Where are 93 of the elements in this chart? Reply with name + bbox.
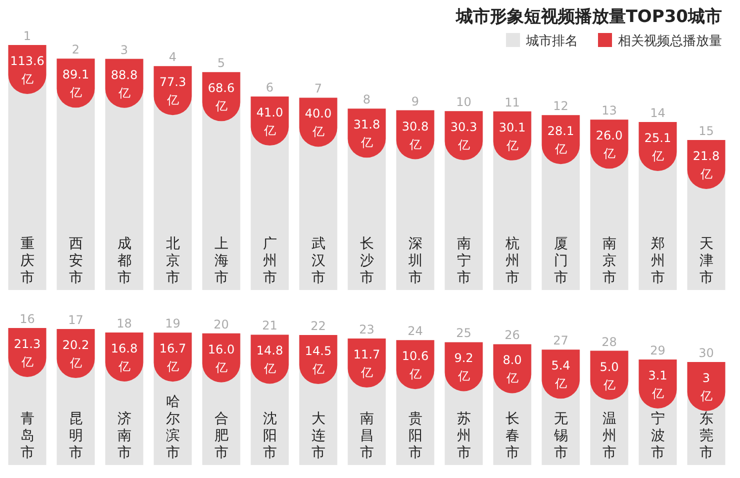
data-label: 16.8亿	[110, 341, 138, 374]
data-label: 77.3亿	[159, 75, 186, 108]
data-label: 14	[650, 106, 666, 120]
category-label: 苏州市	[456, 411, 471, 461]
data-label: 16.0亿	[208, 342, 235, 374]
data-label: 9.2亿	[454, 351, 474, 384]
data-label: 40.0亿	[304, 106, 332, 139]
data-label: 26.0亿	[596, 128, 623, 161]
data-label: 21.8亿	[692, 149, 720, 181]
data-label: 68.6亿	[208, 81, 235, 114]
category-label: 沈阳市	[262, 411, 277, 461]
data-label: 1	[23, 29, 32, 43]
data-label: 28	[602, 334, 617, 349]
category-label: 西安市	[68, 236, 83, 286]
data-label: 8.0亿	[502, 353, 522, 386]
category-label: 无锡市	[552, 411, 568, 461]
legend-label: 相关视频总播放量	[618, 34, 722, 49]
data-label: 24	[408, 324, 423, 338]
data-label: 10	[456, 95, 472, 110]
data-label: 8	[362, 92, 371, 107]
category-label: 昆明市	[68, 411, 83, 461]
data-label: 30.8亿	[402, 119, 429, 152]
data-label: 18	[116, 316, 132, 330]
category-label: 长春市	[505, 411, 520, 461]
category-label: 济南市	[117, 411, 132, 461]
data-label: 13	[602, 104, 617, 118]
data-label: 22	[310, 319, 326, 334]
category-label: 郑州市	[650, 236, 665, 286]
data-label: 25.1亿	[644, 130, 672, 163]
data-label: 28.1亿	[547, 124, 574, 156]
data-label: 30.1亿	[498, 120, 526, 152]
category-label: 上海市	[214, 236, 228, 286]
data-label: 31.8亿	[353, 118, 380, 150]
data-label: 10.6亿	[402, 349, 429, 382]
data-label: 9	[411, 94, 420, 108]
data-label: 3	[120, 42, 128, 57]
data-label: 26	[504, 328, 520, 342]
category-label: 南宁市	[456, 236, 471, 286]
data-label: 113.6亿	[10, 54, 44, 86]
data-label: 14.8亿	[256, 344, 284, 376]
data-label: 20	[214, 317, 229, 332]
data-label: 20.2亿	[62, 338, 90, 370]
data-label: 4	[168, 50, 177, 64]
data-label: 11	[504, 95, 520, 110]
category-label: 天津市	[699, 236, 714, 286]
category-label: 东莞市	[699, 411, 714, 461]
data-label: 11.7亿	[353, 348, 380, 380]
category-label: 厦门市	[554, 236, 568, 286]
data-label: 41.0亿	[256, 106, 284, 138]
category-label: 宁波市	[650, 411, 665, 461]
data-label: 6	[266, 80, 274, 95]
category-label: 贵阳市	[408, 411, 422, 461]
data-label: 3.1亿	[648, 368, 668, 400]
category-label: 重庆市	[20, 236, 34, 286]
data-label: 25	[456, 326, 472, 340]
category-label: 杭州市	[504, 236, 520, 286]
category-label: 温州市	[602, 411, 616, 461]
data-label: 21.3亿	[14, 337, 41, 369]
category-label: 武汉市	[311, 236, 326, 286]
data-label: 17	[68, 313, 84, 328]
category-label: 哈尔滨市	[166, 394, 180, 461]
data-label: 30	[698, 346, 714, 360]
data-label: 21	[262, 318, 278, 333]
legend-label: 城市排名	[525, 34, 578, 49]
data-label: 5	[217, 56, 226, 70]
category-label: 北京市	[166, 236, 180, 286]
data-label: 23	[359, 322, 374, 337]
data-label: 19	[165, 316, 180, 331]
category-label: 合肥市	[214, 411, 228, 461]
data-label: 89.1亿	[62, 68, 90, 100]
category-label: 青岛市	[20, 411, 34, 461]
data-label: 3亿	[699, 371, 712, 403]
data-label: 27	[553, 334, 568, 348]
data-label: 7	[314, 82, 322, 96]
data-label: 2	[72, 42, 80, 57]
category-label: 广州市	[262, 236, 277, 286]
data-label: 12	[553, 99, 568, 114]
data-label: 30.3亿	[450, 120, 478, 152]
category-label: 深圳市	[407, 236, 422, 286]
category-label: 成都市	[117, 236, 132, 286]
data-label: 5.0亿	[600, 360, 619, 392]
category-label: 长沙市	[360, 236, 374, 286]
data-label: 16.7亿	[159, 342, 186, 374]
data-label: 16	[20, 312, 35, 326]
category-label: 大连市	[311, 411, 326, 461]
data-label: 29	[650, 343, 666, 358]
data-label: 15	[698, 124, 714, 138]
text: 城市形象短视频播放量TOP30城市	[454, 7, 722, 27]
data-label: 88.8亿	[110, 68, 138, 100]
category-label: 南京市	[602, 236, 616, 286]
data-label: 14.5亿	[304, 344, 332, 376]
category-label: 南昌市	[360, 411, 374, 461]
data-label: 5.4亿	[551, 358, 570, 391]
